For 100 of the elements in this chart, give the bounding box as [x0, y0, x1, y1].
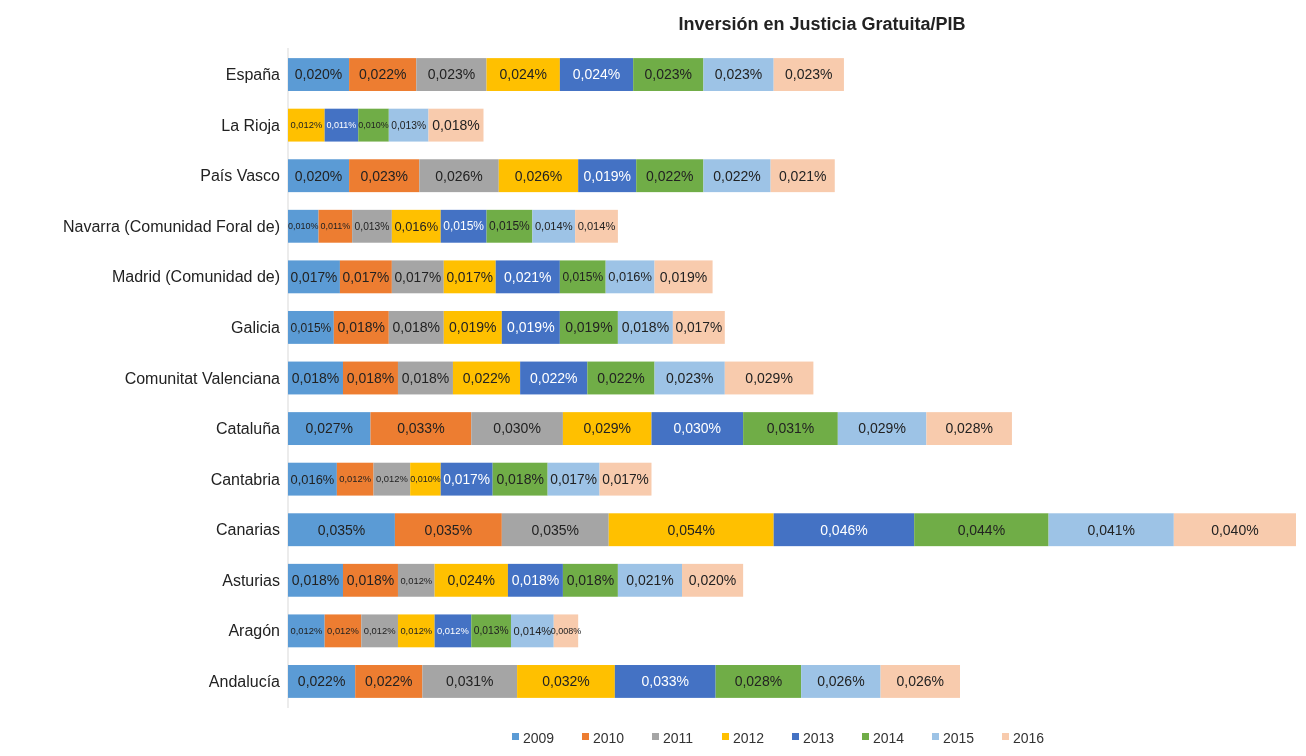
data-label: 0,017% — [602, 471, 649, 487]
data-label: 0,022% — [597, 369, 645, 386]
data-label: 0,008% — [550, 626, 582, 637]
data-label: 0,011% — [320, 221, 351, 232]
data-label: 0,012% — [437, 626, 469, 637]
data-label: 0,027% — [305, 420, 353, 437]
data-label: 0,015% — [562, 270, 604, 285]
data-label: 0,022% — [646, 167, 694, 184]
data-label: 0,017% — [394, 269, 442, 285]
y-tick-label: Cataluña — [215, 420, 281, 438]
data-label: 0,017% — [342, 269, 390, 285]
data-label: 0,018% — [346, 572, 395, 589]
bar — [370, 412, 472, 446]
data-label: 0,012% — [290, 120, 323, 131]
bar — [1173, 513, 1296, 547]
bar — [801, 665, 881, 698]
y-tick-label: La Rioja — [221, 116, 281, 134]
data-label: 0,026% — [896, 673, 945, 690]
bar — [837, 412, 927, 446]
y-tick-label: Cantabria — [210, 470, 281, 488]
bar — [288, 412, 371, 446]
data-label: 0,041% — [1087, 521, 1135, 538]
bar — [288, 614, 325, 648]
y-tick-label: España — [225, 66, 281, 84]
y-tick-label: Madrid (Comunidad de) — [111, 268, 280, 286]
data-label: 0,030% — [493, 420, 541, 437]
data-label: 0,016% — [290, 471, 335, 487]
data-label: 0,020% — [294, 167, 343, 184]
bar — [336, 462, 374, 496]
bar — [471, 412, 563, 446]
data-label: 0,012% — [400, 575, 433, 586]
data-label: 0,024% — [572, 66, 621, 83]
data-label: 0,018% — [432, 117, 480, 134]
data-label: 0,018% — [511, 572, 560, 589]
bar — [394, 513, 502, 547]
bar — [562, 412, 652, 446]
bar — [361, 614, 398, 648]
data-label: 0,029% — [745, 369, 793, 386]
data-label: 0,012% — [363, 626, 396, 637]
data-label: 0,054% — [667, 521, 715, 538]
data-label: 0,012% — [290, 626, 323, 637]
data-label: 0,017% — [446, 269, 494, 285]
data-label: 0,031% — [446, 673, 494, 690]
data-label: 0,030% — [673, 420, 722, 437]
bar — [743, 412, 838, 446]
bar — [501, 513, 609, 547]
legend-label: 2015 — [943, 729, 975, 746]
data-label: 0,023% — [360, 167, 408, 184]
data-label: 0,022% — [462, 369, 511, 386]
data-label: 0,022% — [358, 66, 407, 83]
data-label: 0,035% — [317, 521, 366, 538]
data-label: 0,023% — [427, 66, 476, 83]
data-label: 0,028% — [945, 420, 993, 437]
data-label: 0,018% — [392, 319, 441, 336]
legend-label: 2012 — [733, 729, 765, 746]
data-label: 0,033% — [641, 673, 689, 690]
y-tick-label: Aragón — [228, 622, 280, 640]
data-label: 0,012% — [339, 474, 372, 485]
bar — [410, 462, 441, 496]
data-label: 0,032% — [542, 673, 590, 690]
legend-label: 2014 — [873, 729, 905, 746]
data-label: 0,018% — [291, 572, 340, 589]
data-label: 0,026% — [817, 673, 865, 690]
data-label: 0,014% — [513, 624, 552, 637]
y-tick-label: Andalucía — [208, 673, 281, 691]
bar — [422, 665, 518, 698]
data-label: 0,026% — [435, 167, 483, 184]
data-label: 0,011% — [326, 120, 357, 131]
data-label: 0,022% — [530, 369, 578, 386]
data-label: 0,020% — [688, 572, 737, 589]
data-label: 0,018% — [566, 572, 615, 589]
bar — [773, 513, 915, 547]
legend-label: 2016 — [1013, 729, 1045, 746]
data-label: 0,017% — [290, 269, 338, 285]
bar — [288, 513, 395, 547]
y-tick-label: País Vasco — [200, 167, 281, 185]
data-label: 0,017% — [675, 320, 723, 336]
y-tick-label: Comunitat Valenciana — [124, 369, 281, 387]
bar — [288, 108, 325, 142]
data-label: 0,024% — [447, 572, 496, 589]
bar — [397, 563, 435, 597]
data-label: 0,024% — [499, 66, 547, 83]
data-label: 0,016% — [608, 269, 652, 285]
legend-label: 2013 — [803, 729, 835, 746]
data-label: 0,022% — [297, 673, 346, 690]
data-label: 0,014% — [534, 220, 573, 233]
data-label: 0,017% — [550, 471, 597, 487]
data-label: 0,033% — [397, 420, 445, 437]
data-label: 0,023% — [644, 66, 693, 83]
data-label: 0,010% — [410, 474, 441, 485]
data-label: 0,018% — [291, 369, 340, 386]
data-label: 0,015% — [290, 320, 332, 335]
data-label: 0,021% — [778, 167, 827, 184]
data-label: 0,021% — [504, 268, 552, 285]
bar — [608, 513, 774, 547]
data-label: 0,012% — [327, 626, 359, 637]
data-label: 0,026% — [514, 167, 563, 184]
bar — [914, 513, 1049, 547]
data-label: 0,040% — [1211, 521, 1259, 538]
data-label: 0,018% — [401, 369, 450, 386]
